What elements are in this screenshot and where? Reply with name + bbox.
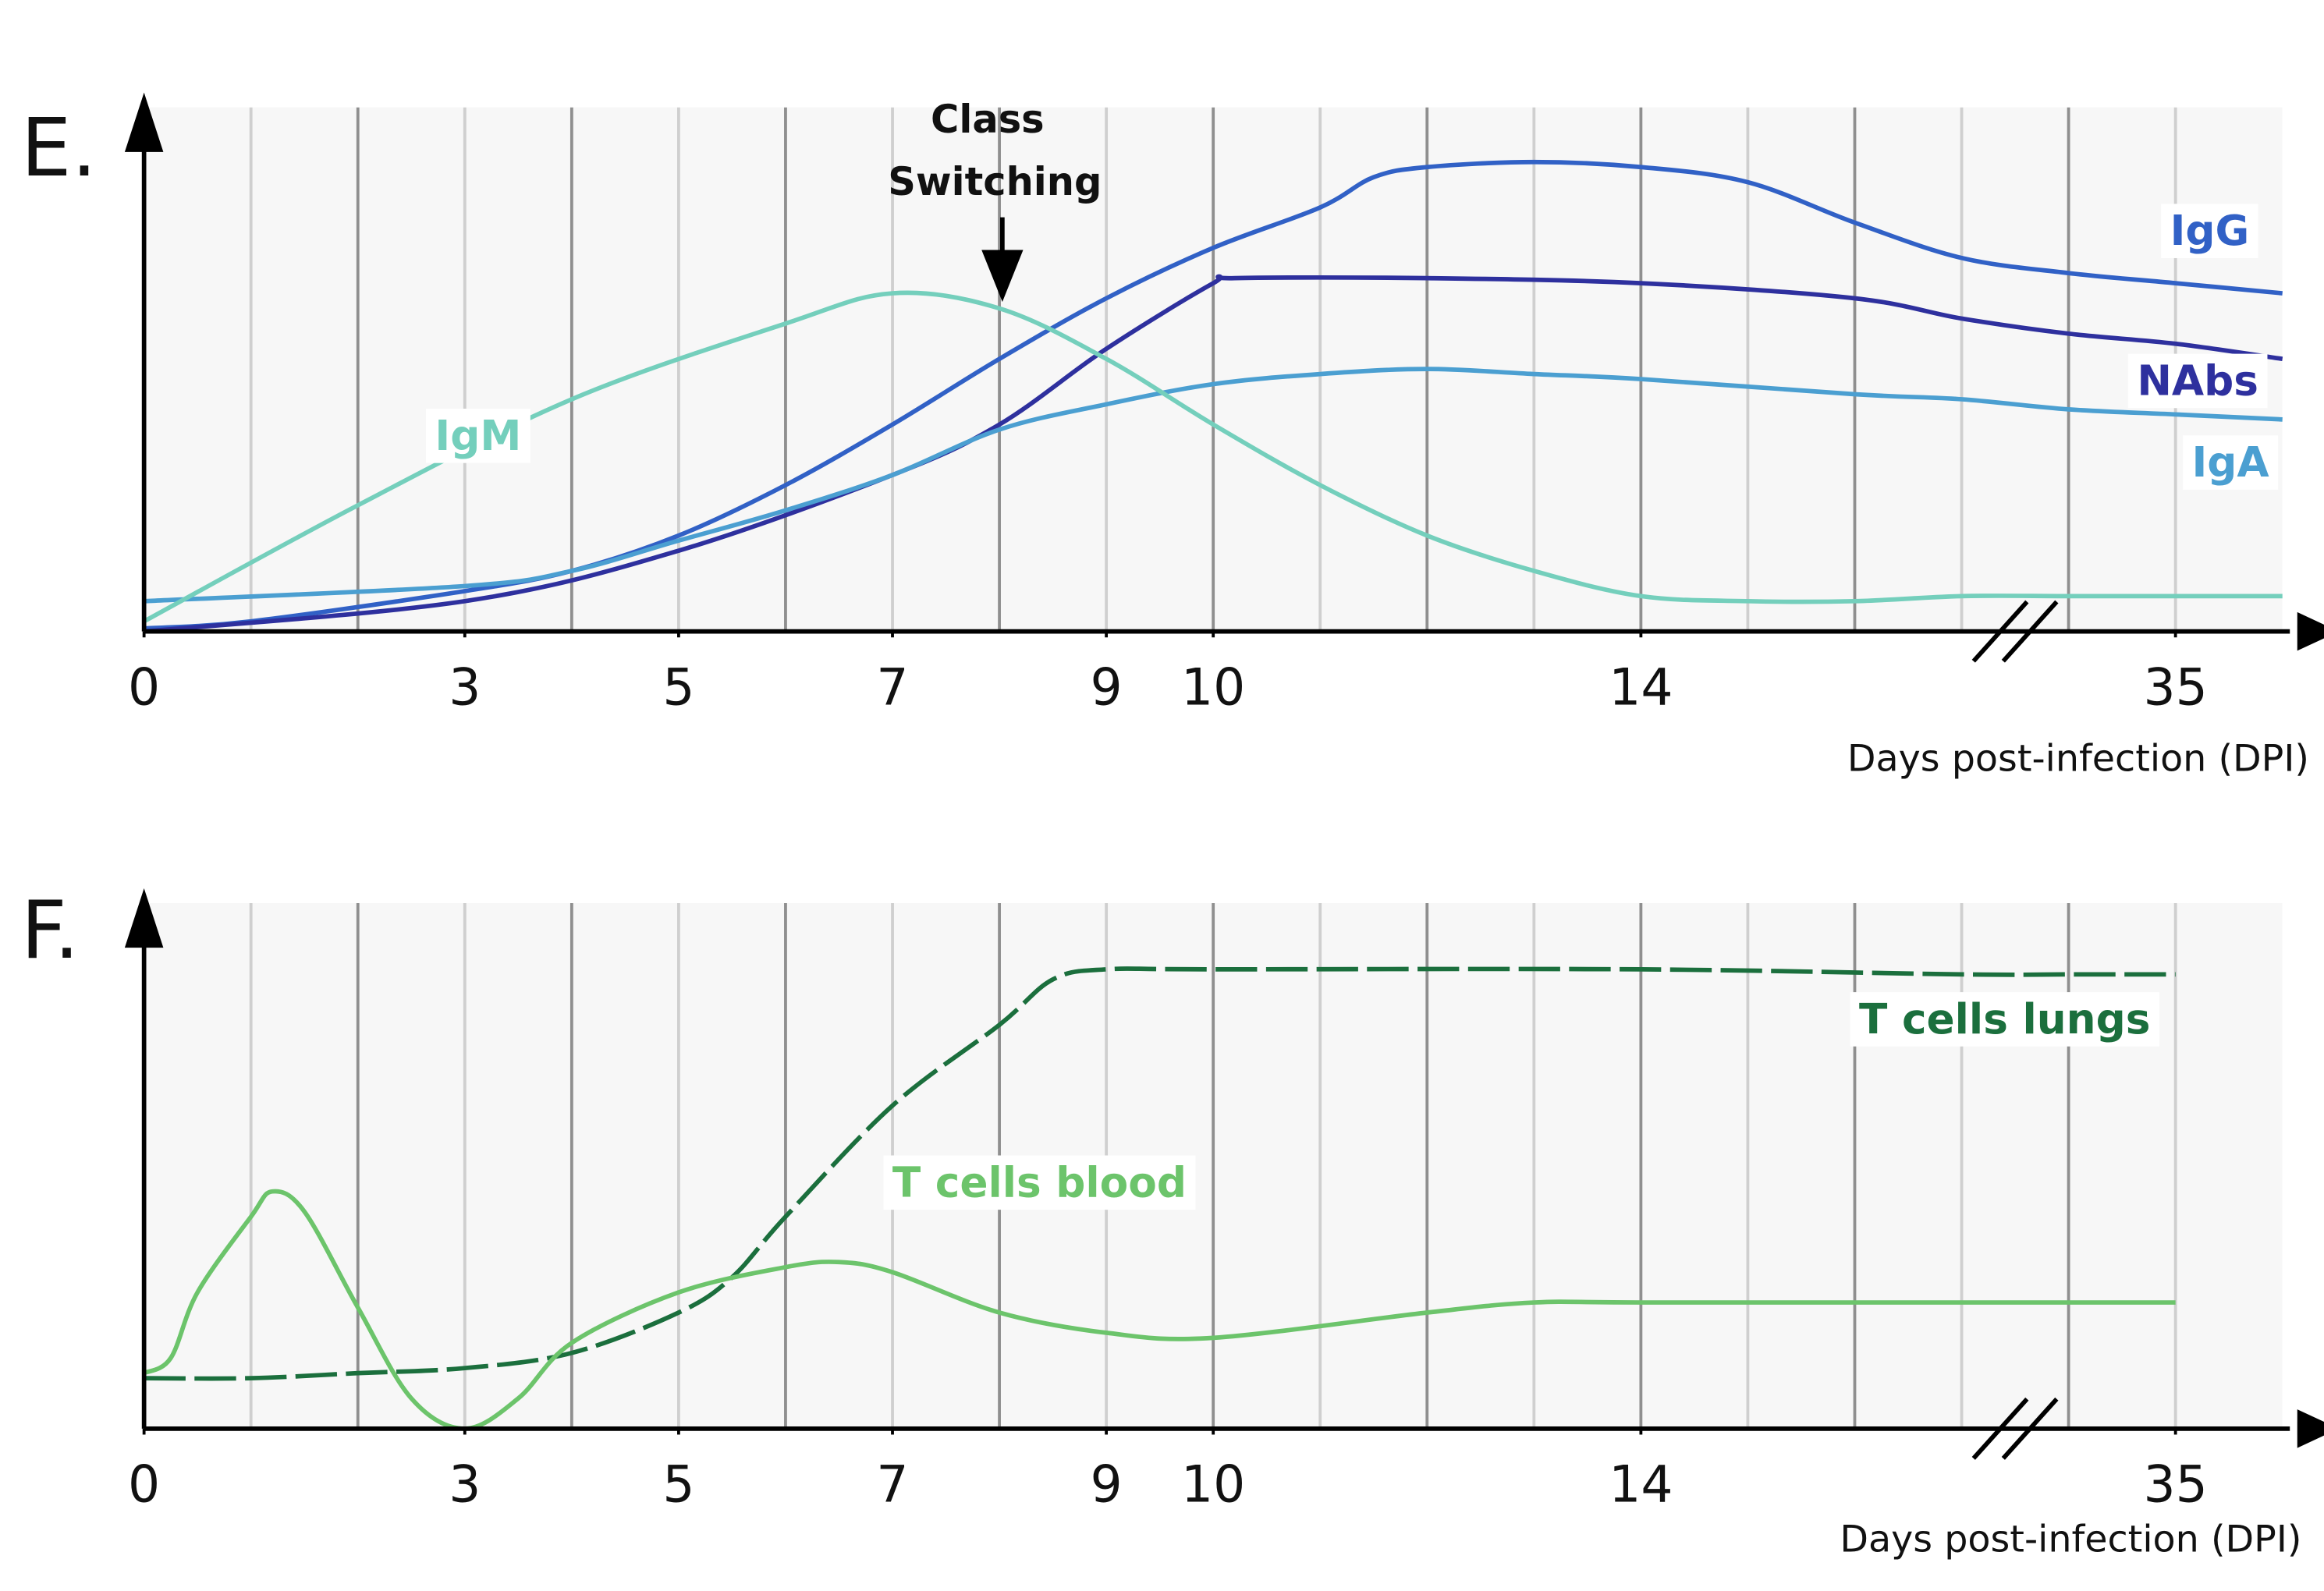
annotation-text: Switching — [888, 159, 1102, 204]
y-axis-arrow — [124, 92, 164, 152]
x-tick-label: 0 — [128, 1456, 160, 1515]
x-tick-label: 3 — [449, 658, 481, 717]
annotation-arrow-head — [981, 250, 1024, 303]
series-label-background — [426, 409, 530, 463]
series-label: T cells blood — [892, 1158, 1187, 1207]
x-tick-label: 9 — [1091, 1456, 1123, 1515]
series-label: NAbs — [2137, 356, 2258, 405]
series-line — [143, 1189, 2176, 1431]
x-tick-label: 5 — [662, 658, 694, 717]
x-tick-label: 14 — [1609, 658, 1673, 717]
x-axis-label: Days post-infection (DPI) — [1847, 737, 2309, 780]
x-tick-label: 14 — [1609, 1456, 1673, 1515]
axis-break — [2001, 600, 2059, 663]
x-tick-label: 35 — [2143, 1456, 2207, 1515]
series-label-background — [883, 1155, 1196, 1210]
x-tick-label: 10 — [1181, 658, 1245, 717]
annotation-text: Class — [931, 97, 1045, 142]
panel-label: F. — [21, 884, 80, 977]
series-line — [144, 367, 2283, 604]
x-axis-arrow — [2297, 611, 2324, 651]
series-label: IgG — [2170, 207, 2250, 255]
series-label: IgA — [2191, 438, 2269, 487]
panel-label: E. — [21, 102, 98, 195]
x-tick-label: 5 — [662, 1456, 694, 1515]
axis-break — [1971, 1397, 2029, 1460]
series-line — [144, 966, 2176, 1381]
x-tick-label: 10 — [1181, 1456, 1245, 1515]
x-tick-label: 7 — [876, 1456, 908, 1515]
x-tick-label: 0 — [128, 658, 160, 717]
series-label-background — [1850, 992, 2159, 1047]
x-tick-label: 3 — [449, 1456, 481, 1515]
series-line — [144, 274, 2283, 634]
y-axis-arrow — [124, 888, 164, 948]
axis-break — [1971, 600, 2029, 663]
series-label: T cells lungs — [1859, 995, 2150, 1044]
x-tick-label: 9 — [1091, 658, 1123, 717]
x-axis-label: Days post-infection (DPI) — [1840, 1518, 2301, 1561]
x-axis-arrow — [2297, 1409, 2324, 1448]
x-tick-label: 7 — [876, 658, 908, 717]
axis-break — [2001, 1397, 2059, 1460]
annotation: Class Switching — [888, 97, 1102, 303]
x-tick-label: 35 — [2143, 658, 2207, 717]
series-line — [143, 290, 2283, 624]
series-label-background — [2161, 204, 2258, 258]
series-label-background — [2127, 353, 2268, 409]
series-label: IgM — [435, 412, 521, 460]
series-label-background — [2183, 435, 2279, 490]
